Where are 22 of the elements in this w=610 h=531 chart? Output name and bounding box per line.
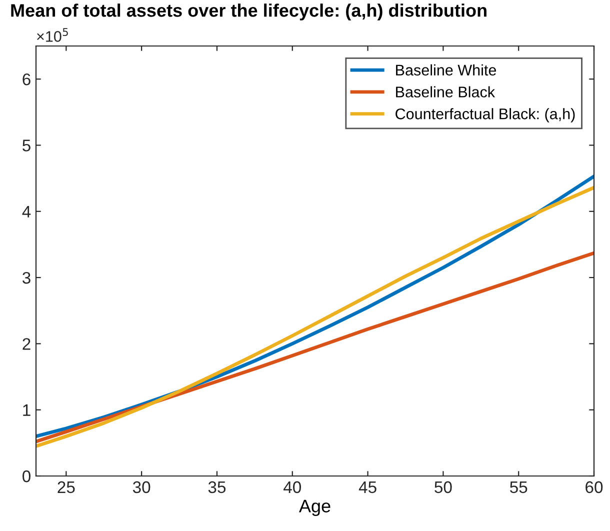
x-tick-label: 35 [208, 481, 226, 494]
line-series [36, 251, 594, 444]
y-tick-label: 6 [22, 73, 30, 86]
x-tick-label: 40 [283, 481, 301, 494]
y-tick-label: 2 [22, 338, 30, 350]
legend-label: Baseline Black [396, 86, 496, 98]
legend-label: Counterfactual Black: (a,h) [396, 108, 575, 122]
x-axis-title: Age [298, 500, 330, 516]
y-tick-label: 3 [22, 272, 30, 284]
chart-title: Mean of total assets over the lifecycle: (a,h) distribution [11, 4, 486, 20]
y-tick-label: 0 [22, 470, 30, 482]
legend-label: Baseline White [396, 64, 496, 76]
y-tick-label: 5 [22, 140, 30, 152]
y-tick-label: 4 [22, 206, 31, 218]
y-tick-label: 1 [23, 404, 30, 416]
x-tick-label: 30 [132, 481, 150, 494]
text: ×10$^{5}$ [37, 28, 68, 42]
x-tick-label: 25 [58, 481, 75, 494]
x-tick-label: 55 [510, 481, 528, 494]
x-tick-label: 50 [434, 481, 452, 494]
x-tick-label: 60 [586, 481, 603, 494]
x-tick-label: 45 [358, 481, 376, 494]
